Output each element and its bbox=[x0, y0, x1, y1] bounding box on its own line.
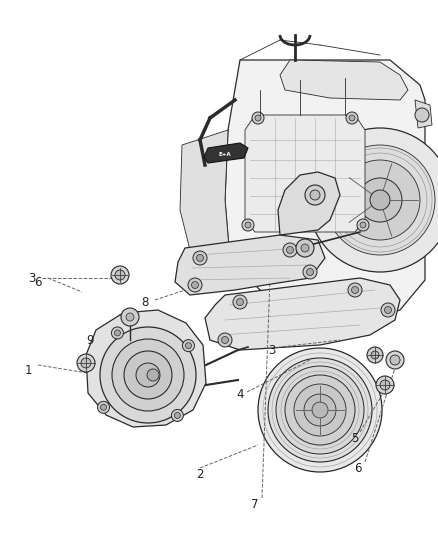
Circle shape bbox=[296, 239, 314, 257]
Circle shape bbox=[255, 115, 261, 121]
Polygon shape bbox=[225, 60, 425, 320]
Circle shape bbox=[124, 351, 172, 399]
Circle shape bbox=[415, 108, 429, 122]
Circle shape bbox=[242, 219, 254, 231]
Circle shape bbox=[325, 145, 435, 255]
Circle shape bbox=[381, 303, 395, 317]
Circle shape bbox=[386, 351, 404, 369]
Polygon shape bbox=[245, 115, 365, 232]
Polygon shape bbox=[204, 143, 248, 163]
Circle shape bbox=[233, 295, 247, 309]
Circle shape bbox=[380, 380, 390, 390]
Circle shape bbox=[174, 413, 180, 418]
Circle shape bbox=[245, 222, 251, 228]
Circle shape bbox=[191, 281, 198, 288]
Circle shape bbox=[77, 354, 95, 372]
Text: 5: 5 bbox=[351, 432, 359, 445]
Circle shape bbox=[252, 112, 264, 124]
Circle shape bbox=[286, 246, 293, 254]
Text: 4: 4 bbox=[236, 389, 244, 401]
Circle shape bbox=[222, 336, 229, 343]
Circle shape bbox=[352, 287, 358, 294]
Text: 3: 3 bbox=[28, 271, 35, 285]
Text: 2: 2 bbox=[196, 469, 204, 481]
Circle shape bbox=[147, 369, 159, 381]
Circle shape bbox=[310, 190, 320, 200]
Polygon shape bbox=[415, 100, 432, 128]
Circle shape bbox=[360, 222, 366, 228]
Circle shape bbox=[258, 348, 382, 472]
Circle shape bbox=[218, 333, 232, 347]
Circle shape bbox=[385, 306, 392, 313]
Circle shape bbox=[371, 351, 379, 359]
Polygon shape bbox=[278, 172, 340, 235]
Circle shape bbox=[276, 366, 364, 454]
Circle shape bbox=[126, 313, 134, 321]
Circle shape bbox=[348, 283, 362, 297]
Circle shape bbox=[308, 128, 438, 272]
Circle shape bbox=[197, 254, 204, 262]
Circle shape bbox=[81, 358, 91, 368]
Circle shape bbox=[112, 339, 184, 411]
Circle shape bbox=[357, 219, 369, 231]
Circle shape bbox=[100, 405, 106, 410]
Polygon shape bbox=[205, 278, 400, 350]
Polygon shape bbox=[175, 235, 325, 295]
Circle shape bbox=[185, 343, 191, 349]
Polygon shape bbox=[86, 310, 206, 427]
Text: 6: 6 bbox=[354, 462, 362, 474]
Circle shape bbox=[98, 401, 110, 413]
Circle shape bbox=[111, 327, 124, 339]
Circle shape bbox=[115, 270, 125, 280]
Circle shape bbox=[367, 347, 383, 363]
Circle shape bbox=[121, 308, 139, 326]
Circle shape bbox=[370, 190, 390, 210]
Circle shape bbox=[283, 243, 297, 257]
Circle shape bbox=[171, 409, 184, 422]
Circle shape bbox=[237, 298, 244, 305]
Text: 9: 9 bbox=[86, 334, 94, 346]
Text: 6: 6 bbox=[34, 276, 42, 288]
Circle shape bbox=[358, 178, 402, 222]
Circle shape bbox=[305, 185, 325, 205]
Circle shape bbox=[304, 394, 336, 426]
Text: E+A: E+A bbox=[219, 152, 231, 157]
Circle shape bbox=[183, 340, 194, 352]
Circle shape bbox=[312, 402, 328, 418]
Circle shape bbox=[349, 115, 355, 121]
Polygon shape bbox=[280, 60, 408, 100]
Circle shape bbox=[307, 269, 314, 276]
Circle shape bbox=[188, 278, 202, 292]
Circle shape bbox=[100, 327, 196, 423]
Circle shape bbox=[193, 251, 207, 265]
Circle shape bbox=[303, 265, 317, 279]
Text: 1: 1 bbox=[24, 364, 32, 376]
Circle shape bbox=[136, 363, 160, 387]
Circle shape bbox=[111, 266, 129, 284]
Circle shape bbox=[114, 330, 120, 336]
Circle shape bbox=[294, 384, 346, 436]
Polygon shape bbox=[180, 130, 230, 260]
Circle shape bbox=[340, 160, 420, 240]
Text: 3: 3 bbox=[268, 343, 276, 357]
Circle shape bbox=[346, 112, 358, 124]
Circle shape bbox=[390, 355, 400, 365]
Text: 8: 8 bbox=[141, 296, 148, 310]
Circle shape bbox=[268, 358, 372, 462]
Text: 7: 7 bbox=[251, 498, 259, 512]
Circle shape bbox=[285, 375, 355, 445]
Circle shape bbox=[301, 244, 309, 252]
Circle shape bbox=[376, 376, 394, 394]
